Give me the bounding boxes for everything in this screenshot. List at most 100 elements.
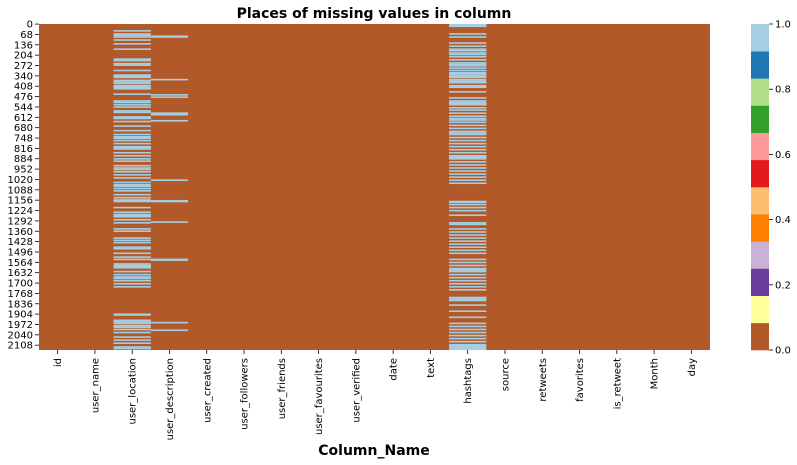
colorbar-tick-label: 0.4: [775, 215, 791, 226]
y-tick-label: 1904: [8, 310, 33, 321]
missing-mark-user_location: [113, 110, 151, 112]
missing-mark-user_location: [113, 158, 151, 160]
missing-mark-user_location: [113, 326, 151, 328]
y-tick-label: 1088: [8, 185, 33, 196]
missing-mark-user_location: [113, 139, 151, 142]
missing-mark-hashtags: [449, 304, 487, 306]
missing-mark-hashtags: [449, 345, 487, 348]
missing-mark-hashtags: [449, 86, 487, 89]
x-tick-label: user_name: [90, 358, 101, 413]
missing-mark-hashtags: [449, 80, 487, 82]
missing-mark-user_location: [113, 148, 151, 150]
y-tick-label: 1632: [8, 268, 33, 279]
missing-mark-user_location: [113, 48, 151, 50]
y-tick-label: 1020: [8, 175, 33, 186]
missing-mark-hashtags: [449, 112, 487, 114]
missing-mark-user_location: [113, 137, 151, 140]
missing-mark-user_location: [113, 100, 151, 102]
missing-mark-user_location: [113, 265, 151, 268]
missing-mark-hashtags: [449, 322, 487, 325]
colorbar-segment: [751, 132, 769, 161]
missing-mark-user_location: [113, 64, 151, 66]
y-tick-label: 2108: [8, 341, 33, 352]
missing-mark-user_location: [113, 230, 151, 233]
x-tick-label: user_created: [202, 358, 213, 423]
missing-mark-user_location: [113, 62, 151, 65]
missing-mark-user_location: [113, 190, 151, 192]
missing-mark-hashtags: [449, 325, 487, 328]
colorbar-tick-label: 1.0: [775, 20, 791, 31]
missing-mark-user_location: [113, 160, 151, 162]
missing-mark-hashtags: [449, 316, 487, 319]
chart-title: Places of missing values in column: [237, 6, 512, 22]
colorbar-segment: [751, 159, 769, 188]
missing-mark-user_description: [150, 179, 189, 181]
missing-mark-hashtags: [449, 91, 487, 93]
missing-mark-user_location: [113, 120, 151, 123]
missing-mark-user_location: [113, 171, 151, 173]
missing-mark-hashtags: [449, 231, 487, 233]
missing-mark-user_location: [113, 276, 151, 278]
missing-mark-hashtags: [449, 279, 487, 282]
x-tick-label: user_location: [128, 358, 139, 425]
missing-mark-hashtags: [449, 203, 487, 206]
missing-mark-user_description: [150, 36, 189, 38]
missing-mark-user_location: [113, 258, 151, 261]
missing-mark-hashtags: [449, 289, 487, 291]
x-tick-label: user_description: [165, 358, 176, 440]
missing-mark-hashtags: [449, 49, 487, 52]
colorbar-segment: [751, 24, 769, 52]
missing-mark-user_location: [113, 36, 151, 38]
missing-mark-user_location: [113, 81, 151, 83]
missing-mark-hashtags: [449, 179, 487, 181]
missing-mark-hashtags: [449, 74, 487, 76]
missing-mark-hashtags: [449, 331, 487, 334]
missing-mark-hashtags: [449, 115, 487, 117]
missing-mark-user_location: [113, 181, 151, 184]
x-tick-label: source: [500, 358, 511, 391]
y-tick-label: 1224: [8, 206, 33, 217]
missing-mark-hashtags: [449, 286, 487, 288]
missing-mark-hashtags: [449, 127, 487, 130]
missing-mark-hashtags: [449, 276, 487, 279]
colorbar: 0.0 0.2 0.4 0.6 0.8 1.0: [751, 20, 791, 357]
missing-mark-hashtags: [449, 249, 487, 252]
y-tick-label: 340: [14, 71, 33, 82]
missing-mark-user_location: [113, 151, 151, 154]
missing-mark-user_location: [113, 321, 151, 323]
missing-mark-user_location: [113, 346, 151, 348]
missing-value-marks: [113, 24, 487, 351]
missing-mark-user_location: [113, 252, 151, 255]
missing-mark-user_location: [113, 135, 151, 138]
missing-mark-user_location: [113, 237, 151, 239]
missing-mark-hashtags: [449, 109, 487, 111]
missing-mark-user_location: [113, 69, 151, 72]
y-tick-label: 408: [14, 82, 33, 93]
missing-mark-hashtags: [449, 67, 487, 70]
y-tick-label: 1700: [8, 279, 33, 290]
y-tick-label: 68: [20, 30, 33, 41]
x-axis: id user_name user_location user_description…: [53, 350, 698, 440]
missing-mark-hashtags: [449, 100, 487, 102]
missing-mark-user_location: [113, 246, 151, 249]
missing-mark-user_location: [113, 214, 151, 217]
missing-mark-hashtags: [449, 78, 487, 81]
missing-mark-hashtags: [449, 167, 487, 169]
missing-mark-user_location: [113, 34, 151, 37]
missing-mark-user_location: [113, 111, 151, 114]
missing-mark-user_location: [113, 133, 151, 136]
y-tick-label: 544: [14, 102, 33, 113]
missing-mark-hashtags: [449, 76, 487, 79]
missing-mark-user_location: [113, 282, 151, 285]
missing-mark-user_location: [113, 82, 151, 85]
x-tick-label: user_friends: [277, 358, 288, 419]
missing-mark-hashtags: [449, 119, 487, 121]
colorbar-tick-label: 0.6: [775, 150, 791, 161]
missing-mark-user_location: [113, 75, 151, 77]
colorbar-segment: [751, 295, 769, 324]
missing-mark-user_location: [113, 263, 151, 265]
missing-mark-user_location: [113, 58, 151, 60]
missing-mark-hashtags: [449, 145, 487, 148]
missing-mark-user_location: [113, 129, 151, 132]
